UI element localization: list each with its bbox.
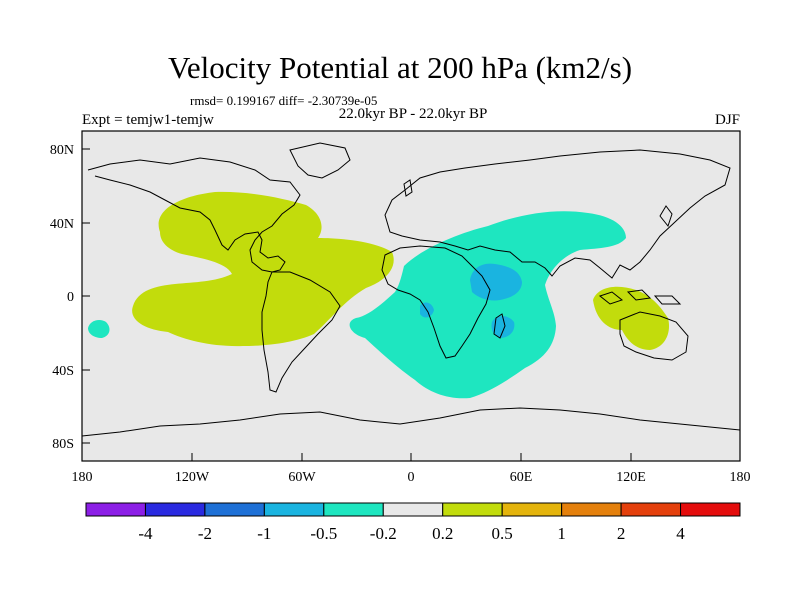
colorbar-label: -0.5 — [310, 524, 337, 543]
season-label: DJF — [714, 112, 740, 128]
strong-negative-madagascar — [491, 316, 515, 338]
colorbar-label: -2 — [198, 524, 212, 543]
coast-japan — [659, 205, 673, 228]
colorbar-label: 4 — [676, 524, 685, 543]
colorbar-label: -1 — [257, 524, 271, 543]
page-title: Velocity Potential at 200 hPa (km2/s) — [167, 50, 633, 85]
colorbar-swatch — [501, 502, 563, 517]
lon-label-120e: 120E — [616, 470, 646, 485]
positive-anomaly-regions — [132, 191, 670, 350]
coast-madagascar — [493, 313, 506, 339]
colorbar-swatch — [561, 502, 622, 517]
coast-maritime-islands — [598, 289, 682, 305]
colorbar-label: 1 — [557, 524, 566, 543]
colorbar-swatch — [144, 502, 206, 517]
coast-africa — [381, 245, 491, 359]
colorbar-swatch — [442, 502, 503, 517]
latitude-axis: 80N 40N 0 40S 80S — [50, 143, 90, 452]
lon-label-180e: 180 — [730, 470, 751, 485]
lat-label-80s: 80S — [52, 437, 74, 452]
strong-negative-east-africa — [470, 263, 522, 301]
negative-region-south-pacific — [88, 320, 110, 338]
coast-australia — [619, 311, 689, 361]
colorbar-swatch — [204, 502, 265, 517]
lat-label-80n: 80N — [50, 143, 74, 158]
longitude-axis: 180 120W 60W 0 60E 120E 180 — [72, 453, 751, 485]
negative-region-africa-indian-ocean — [349, 211, 626, 399]
lat-label-0: 0 — [67, 290, 74, 305]
lon-label-0: 0 — [408, 470, 415, 485]
colorbar-swatch — [382, 502, 444, 517]
colorbar-label: 0.2 — [432, 524, 453, 543]
lon-label-120w: 120W — [175, 470, 210, 485]
coast-eurasia — [384, 149, 731, 279]
colorbar-swatch — [323, 502, 384, 517]
coast-greenland — [289, 142, 351, 179]
colorbar-swatch — [263, 502, 325, 517]
negative-anomaly-regions — [88, 211, 626, 399]
colorbar-swatch — [680, 502, 741, 517]
coastlines — [81, 142, 741, 437]
colorbar-label: 2 — [617, 524, 626, 543]
colorbar-label: 0.5 — [492, 524, 513, 543]
colorbar: -4 -2 -1 -0.5 -0.2 0.2 0.5 1 2 4 — [85, 502, 741, 543]
coast-north-america — [87, 157, 301, 273]
colorbar-swatch — [620, 502, 682, 517]
coast-uk — [403, 179, 413, 197]
positive-region-maritime-continent — [593, 286, 670, 350]
period-label: 22.0kyr BP - 22.0kyr BP — [338, 106, 488, 122]
lon-label-60w: 60W — [288, 470, 316, 485]
lat-label-40n: 40N — [50, 217, 74, 232]
lon-label-180w: 180 — [72, 470, 93, 485]
colorbar-swatch — [85, 502, 146, 517]
lat-label-40s: 40S — [52, 364, 74, 379]
colorbar-label: -4 — [138, 524, 153, 543]
coast-south-america — [261, 271, 341, 393]
lon-label-60e: 60E — [510, 470, 533, 485]
colorbar-label: -0.2 — [370, 524, 397, 543]
coast-antarctica — [81, 407, 741, 437]
rmsd-stats: rmsd= 0.199167 diff= -2.30739e-05 — [190, 93, 378, 108]
experiment-label: Expt = temjw1-temjw — [82, 112, 214, 128]
positive-region-americas-atlantic — [132, 191, 394, 347]
